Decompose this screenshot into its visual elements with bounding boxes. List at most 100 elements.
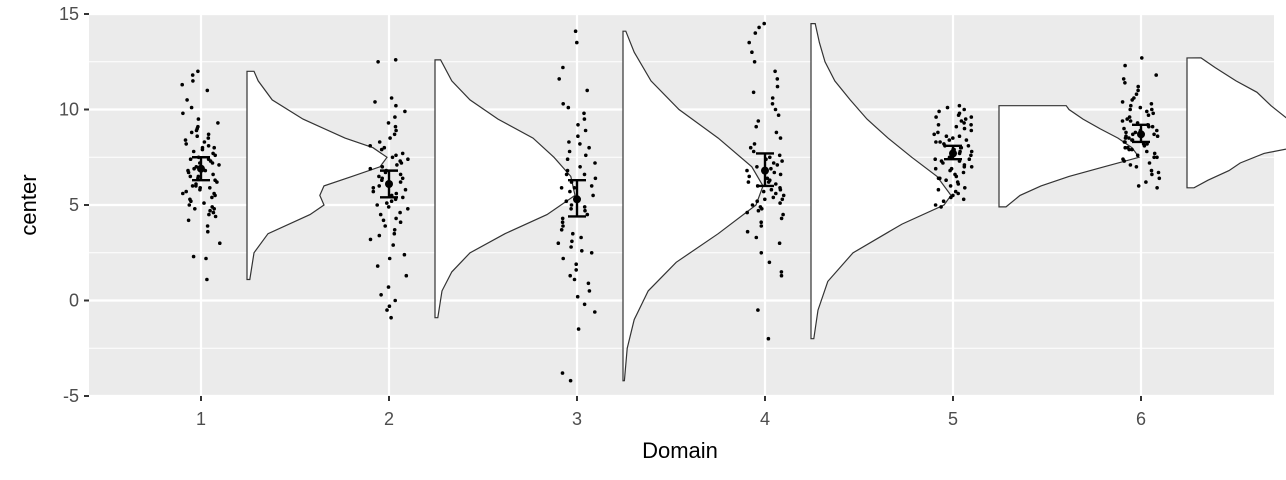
data-point [775, 77, 780, 81]
data-point [184, 142, 188, 146]
data-point [779, 273, 784, 278]
data-point [1120, 119, 1125, 123]
data-point [774, 130, 779, 135]
data-point [769, 187, 774, 192]
data-point [204, 256, 208, 261]
data-point [746, 180, 751, 184]
density-cloud-1 [246, 70, 388, 281]
data-point [1152, 151, 1157, 156]
data-point [386, 285, 391, 289]
data-point [576, 327, 581, 331]
data-point [1152, 132, 1156, 137]
data-point [573, 29, 578, 33]
data-point [780, 197, 785, 202]
data-point [188, 197, 192, 202]
data-point [183, 138, 188, 142]
data-point [208, 186, 212, 190]
data-point [400, 151, 405, 156]
data-point [185, 98, 189, 102]
data-point [187, 203, 192, 207]
data-point [967, 157, 972, 161]
data-point [583, 208, 587, 213]
density-cloud-6 [1186, 57, 1286, 189]
data-point [565, 168, 570, 173]
data-point [932, 132, 936, 137]
data-point [202, 140, 207, 144]
data-point [1147, 161, 1152, 165]
data-point [1129, 103, 1133, 108]
data-point [587, 145, 591, 150]
data-point [389, 96, 394, 100]
data-point [559, 186, 564, 190]
data-point [964, 138, 969, 142]
data-point [188, 157, 193, 161]
data-point [210, 161, 215, 165]
data-point [218, 241, 222, 245]
data-point [570, 239, 574, 244]
data-point [773, 107, 778, 112]
data-point [382, 145, 387, 150]
data-point [933, 157, 937, 161]
data-point [1149, 102, 1154, 106]
data-point [944, 134, 949, 138]
data-point [774, 182, 778, 186]
data-point [775, 84, 780, 89]
data-point [198, 186, 202, 190]
data-point [401, 195, 405, 200]
data-point [403, 187, 408, 192]
x-tick-label: 2 [384, 409, 394, 429]
data-point [385, 308, 389, 312]
data-point [582, 302, 587, 307]
data-point [1128, 119, 1133, 123]
data-point [371, 189, 376, 194]
data-point [947, 138, 952, 142]
data-point [575, 40, 579, 45]
data-point [377, 184, 382, 188]
data-point [585, 88, 589, 93]
data-point [387, 256, 392, 261]
data-point [212, 207, 216, 211]
data-point [1136, 84, 1140, 89]
data-point [571, 231, 575, 236]
data-point [196, 117, 201, 121]
data-point [386, 121, 391, 125]
data-point [393, 298, 398, 303]
data-point [949, 195, 953, 200]
data-point [1145, 149, 1149, 154]
data-point [759, 220, 763, 224]
data-point [938, 176, 942, 181]
data-point [560, 371, 565, 375]
density-cloud-4 [810, 22, 952, 340]
data-point [567, 140, 571, 144]
data-point [195, 134, 199, 138]
mean-point-5 [949, 149, 957, 158]
data-point [1127, 147, 1131, 152]
data-point [180, 82, 184, 87]
data-point [961, 197, 966, 202]
data-point [404, 273, 409, 278]
data-point [1134, 165, 1139, 169]
data-point [206, 144, 211, 148]
data-point [392, 132, 397, 137]
data-point [774, 191, 778, 196]
data-point [561, 102, 565, 106]
data-point [1132, 96, 1136, 100]
data-point [953, 172, 957, 177]
data-point [213, 178, 217, 182]
data-point [213, 214, 218, 219]
data-point [1150, 172, 1154, 177]
x-tick-label: 1 [196, 409, 206, 429]
data-point [190, 73, 195, 77]
data-point [954, 124, 959, 129]
density-cloud-2 [434, 59, 576, 319]
data-point [1144, 180, 1148, 184]
data-point [196, 174, 201, 179]
data-point [208, 208, 212, 213]
data-point [394, 216, 398, 221]
data-point [389, 199, 394, 203]
data-point [556, 241, 561, 245]
data-point [1145, 109, 1149, 114]
data-point [191, 254, 196, 259]
data-point [934, 140, 938, 144]
data-point [778, 201, 782, 205]
